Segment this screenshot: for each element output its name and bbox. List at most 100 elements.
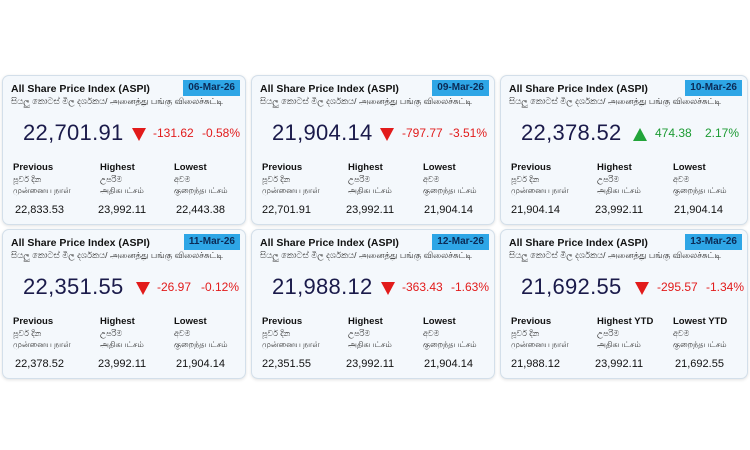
highest-label: Highest xyxy=(348,316,383,327)
card-title: All Share Price Index (ASPI) xyxy=(11,83,150,95)
lowest-label: Lowest xyxy=(673,162,706,173)
index-value-row: 22,378.52 474.38 2.17% xyxy=(501,120,747,150)
index-value-row: 22,351.55 -26.97 -0.12% xyxy=(3,274,245,304)
aspi-card-09-mar: 09-Mar-26 All Share Price Index (ASPI) ස… xyxy=(251,75,495,225)
previous-label: Previous xyxy=(262,316,303,327)
lowest-label-group: Lowest අවම குறைந்தபட்சம் xyxy=(673,162,727,196)
highest-label-ta: அதிகபட்சம் xyxy=(597,186,641,195)
highest-value: 23,992.11 xyxy=(346,204,395,216)
previous-value: 22,833.53 xyxy=(15,204,64,216)
down-arrow-icon xyxy=(136,282,150,295)
lowest-label-group: Lowest අවම குறைந்தபட்சம் xyxy=(423,162,477,196)
index-value: 21,988.12 xyxy=(272,274,373,299)
lowest-label: Lowest xyxy=(174,162,207,173)
highest-label-group: Highest උපරිම அதிகபட்சம் xyxy=(348,316,392,350)
highest-value: 23,992.11 xyxy=(595,204,644,216)
index-value: 22,351.55 xyxy=(23,274,124,299)
change-value: -26.97 xyxy=(157,280,192,294)
change-value: -363.43 xyxy=(402,280,443,294)
highest-label-group: Highest උපරිම அதிகபட்சம் xyxy=(100,162,144,196)
highest-label: Highest xyxy=(597,162,632,173)
highest-label-si: උපරිම xyxy=(100,175,123,184)
previous-label-group: Previous පූර්ව දින முன்னைய நாள் xyxy=(262,316,320,350)
down-arrow-icon xyxy=(381,282,395,295)
previous-label: Previous xyxy=(13,316,54,327)
highest-label-si: උපරිම xyxy=(348,329,371,338)
card-subtitle: සියලු කොටස් මිල දර්ශකය/ அனைத்து பங்கு வி… xyxy=(11,250,224,260)
change-value: -797.77 xyxy=(402,126,443,140)
highest-label-ta: அதிகபட்சம் xyxy=(348,186,392,195)
previous-value: 22,701.91 xyxy=(262,204,311,216)
index-value: 21,904.14 xyxy=(272,120,373,145)
lowest-value: 21,904.14 xyxy=(424,204,473,216)
previous-label: Previous xyxy=(13,162,54,173)
aspi-card-13-mar: 13-Mar-26 All Share Price Index (ASPI) ස… xyxy=(500,229,748,379)
lowest-ytd-label-si: අවම xyxy=(673,329,690,338)
lowest-value: 22,443.38 xyxy=(176,204,225,216)
previous-value: 22,351.55 xyxy=(262,358,311,370)
previous-label-ta: முன்னைய நாள் xyxy=(511,340,569,349)
down-arrow-icon xyxy=(132,128,146,141)
highest-label-group: Highest උපරිම அதிகபட்சம் xyxy=(597,162,641,196)
previous-label-si: පූර්ව දින xyxy=(511,175,540,184)
previous-label-ta: முன்னைய நாள் xyxy=(13,186,71,195)
previous-label-si: පූර්ව දින xyxy=(262,175,291,184)
previous-label-si: පූර්ව දින xyxy=(13,329,42,338)
previous-label-group: Previous පූර්ව දින முன்னைய நாள் xyxy=(262,162,320,196)
change-value: 474.38 xyxy=(655,126,692,140)
index-value-row: 21,904.14 -797.77 -3.51% xyxy=(252,120,494,150)
date-badge: 06-Mar-26 xyxy=(183,80,240,96)
highest-value: 23,992.11 xyxy=(98,358,147,370)
lowest-label-ta: குறைந்தபட்சம் xyxy=(174,186,228,195)
card-title: All Share Price Index (ASPI) xyxy=(11,237,150,249)
previous-label-si: පූර්ව දින xyxy=(511,329,540,338)
highest-value: 23,992.11 xyxy=(346,358,395,370)
aspi-card-06-mar: 06-Mar-26 All Share Price Index (ASPI) ස… xyxy=(2,75,246,225)
highest-value: 23,992.11 xyxy=(98,204,147,216)
highest-ytd-label-ta: அதிகபட்சம் xyxy=(597,340,641,349)
lowest-label-ta: குறைந்தபட்சம் xyxy=(423,340,477,349)
change-value: -131.62 xyxy=(153,126,194,140)
highest-label: Highest xyxy=(348,162,383,173)
previous-label: Previous xyxy=(511,316,552,327)
highest-label-ta: அதிகபட்சம் xyxy=(348,340,392,349)
previous-label-ta: முன்னைய நாள் xyxy=(262,340,320,349)
lowest-ytd-value: 21,692.55 xyxy=(675,358,724,370)
lowest-label-group: Lowest අවම குறைந்தபட்சம் xyxy=(174,316,228,350)
lowest-value: 21,904.14 xyxy=(674,204,723,216)
date-badge: 10-Mar-26 xyxy=(685,80,742,96)
previous-label-group: Previous පූර්ව දින முன்னைய நாள் xyxy=(13,162,71,196)
lowest-label: Lowest xyxy=(174,316,207,327)
lowest-label: Lowest xyxy=(423,162,456,173)
lowest-label-si: අවම xyxy=(174,329,191,338)
highest-label-si: උපරිම xyxy=(597,175,620,184)
highest-label: Highest xyxy=(100,316,135,327)
lowest-ytd-label-group: Lowest YTD අවම குறைந்தபட்சம் xyxy=(673,316,727,350)
lowest-label: Lowest xyxy=(423,316,456,327)
change-percent: 2.17% xyxy=(705,126,740,140)
lowest-label-si: අවම xyxy=(174,175,191,184)
up-arrow-icon xyxy=(633,128,647,141)
lowest-label-group: Lowest අවම குறைந்தபட்சம் xyxy=(423,316,477,350)
previous-label: Previous xyxy=(262,162,303,173)
previous-label-ta: முன்னைய நாள் xyxy=(511,186,569,195)
lowest-label-si: අවම xyxy=(673,175,690,184)
lowest-label-si: අවම xyxy=(423,329,440,338)
date-badge: 13-Mar-26 xyxy=(685,234,742,250)
change-percent: -0.58% xyxy=(202,126,241,140)
previous-label-ta: முன்னைய நாள் xyxy=(262,186,320,195)
highest-label-ta: அதிகபட்சம் xyxy=(100,186,144,195)
lowest-label-group: Lowest අවම குறைந்தபட்சம் xyxy=(174,162,228,196)
previous-value: 21,988.12 xyxy=(511,358,560,370)
card-subtitle: සියලු කොටස් මිල දර්ශකය/ அனைத்து பங்கு வி… xyxy=(260,96,473,106)
down-arrow-icon xyxy=(380,128,394,141)
index-value: 22,378.52 xyxy=(521,120,622,145)
card-subtitle: සියලු කොටස් මිල දර්ශකය/ அனைத்து பங்கு வி… xyxy=(509,250,722,260)
previous-label-ta: முன்னைய நாள் xyxy=(13,340,71,349)
highest-label-group: Highest උපරිම அதிகபட்சம் xyxy=(100,316,144,350)
aspi-card-11-mar: 11-Mar-26 All Share Price Index (ASPI) ස… xyxy=(2,229,246,379)
change-value: -295.57 xyxy=(657,280,698,294)
card-subtitle: සියලු කොටස් මිල දර්ශකය/ அனைத்து பங்கு வி… xyxy=(509,96,722,106)
previous-label-si: පූර්ව දින xyxy=(262,329,291,338)
lowest-value: 21,904.14 xyxy=(424,358,473,370)
